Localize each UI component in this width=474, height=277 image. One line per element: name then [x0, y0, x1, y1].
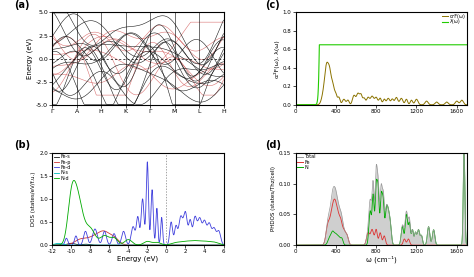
N-d	[167, 242, 173, 246]
Legend: α²F(ω), λ(ω): α²F(ω), λ(ω)	[442, 14, 466, 25]
Fe-s	[119, 243, 125, 247]
λ(ω)	[292, 103, 298, 106]
Fe-p	[167, 243, 173, 247]
λ(ω)	[362, 43, 368, 47]
Fe-d	[67, 243, 73, 246]
X-axis label: ω (cm⁻¹): ω (cm⁻¹)	[366, 256, 397, 263]
N-s	[183, 243, 189, 247]
Fe-d	[186, 221, 192, 225]
λ(ω)	[310, 103, 316, 106]
Line: N-s: N-s	[52, 243, 224, 245]
Fe-s	[221, 243, 227, 247]
Fe-s	[49, 243, 55, 247]
λ(ω)	[368, 43, 374, 47]
N-s	[119, 243, 125, 247]
N-d	[67, 198, 73, 201]
Fe-p	[221, 243, 227, 247]
Fe-p	[183, 243, 189, 247]
Text: (b): (b)	[14, 140, 30, 150]
Fe-p	[186, 243, 192, 247]
Fe-d	[167, 227, 173, 230]
Line: N-d: N-d	[52, 180, 224, 245]
N-d	[119, 242, 125, 245]
Fe-s	[68, 242, 74, 245]
Line: λ(ω): λ(ω)	[295, 45, 467, 105]
Fe-s	[186, 243, 192, 247]
Y-axis label: PHDOS (states/Thz/cell): PHDOS (states/Thz/cell)	[271, 166, 276, 232]
Fe-s	[167, 243, 173, 247]
Fe-p	[100, 229, 106, 232]
α²F(ω)	[464, 103, 470, 106]
Legend: Total, Fe, N: Total, Fe, N	[296, 154, 316, 171]
Fe-p	[119, 242, 125, 245]
Fe-d	[145, 160, 150, 163]
λ(ω)	[410, 43, 416, 47]
X-axis label: Energy (eV): Energy (eV)	[117, 256, 158, 262]
Line: Fe-s: Fe-s	[52, 243, 224, 245]
Text: (a): (a)	[14, 0, 30, 10]
α²F(ω)	[310, 103, 316, 106]
α²F(ω)	[429, 103, 435, 106]
α²F(ω)	[362, 98, 368, 101]
α²F(ω)	[410, 101, 416, 104]
Fe-p	[164, 243, 169, 247]
N-d	[49, 243, 55, 247]
Fe-s	[67, 242, 73, 245]
Legend: Fe-s, Fe-p, Fe-d, N-s, N-d: Fe-s, Fe-p, Fe-d, N-s, N-d	[53, 154, 72, 181]
N-s	[175, 243, 181, 247]
Fe-s	[125, 243, 131, 247]
N-s	[55, 242, 61, 245]
Line: α²F(ω): α²F(ω)	[295, 62, 467, 105]
Y-axis label: Energy (eV): Energy (eV)	[27, 38, 33, 79]
N-d	[125, 238, 131, 241]
Fe-p	[49, 243, 55, 247]
Y-axis label: α²F(ω), λ(ω): α²F(ω), λ(ω)	[274, 40, 280, 78]
N-s	[125, 243, 131, 247]
α²F(ω)	[427, 102, 432, 106]
N-s	[167, 243, 173, 247]
Fe-s	[183, 243, 189, 247]
Y-axis label: DOS (states/eV/f.u.): DOS (states/eV/f.u.)	[31, 172, 36, 226]
N-s	[67, 243, 73, 247]
N-s	[221, 243, 227, 247]
N-d	[186, 239, 192, 243]
λ(ω)	[464, 43, 470, 47]
α²F(ω)	[368, 95, 374, 99]
Fe-p	[125, 243, 131, 247]
N-d	[183, 239, 189, 243]
Fe-d	[118, 236, 124, 239]
Text: (c): (c)	[264, 0, 279, 10]
λ(ω)	[429, 43, 435, 47]
N-s	[186, 243, 192, 247]
Fe-d	[183, 211, 189, 215]
Fe-d	[221, 243, 227, 246]
Fe-p	[67, 242, 73, 246]
N-s	[49, 243, 55, 247]
λ(ω)	[427, 43, 432, 47]
N-d	[221, 243, 227, 247]
Line: Fe-p: Fe-p	[52, 231, 224, 245]
Fe-d	[49, 243, 55, 247]
α²F(ω)	[324, 60, 330, 64]
α²F(ω)	[292, 103, 298, 106]
λ(ω)	[317, 43, 322, 47]
Line: Fe-d: Fe-d	[52, 162, 224, 245]
N-d	[71, 179, 77, 182]
Fe-d	[125, 242, 130, 245]
Text: (d): (d)	[264, 140, 281, 150]
